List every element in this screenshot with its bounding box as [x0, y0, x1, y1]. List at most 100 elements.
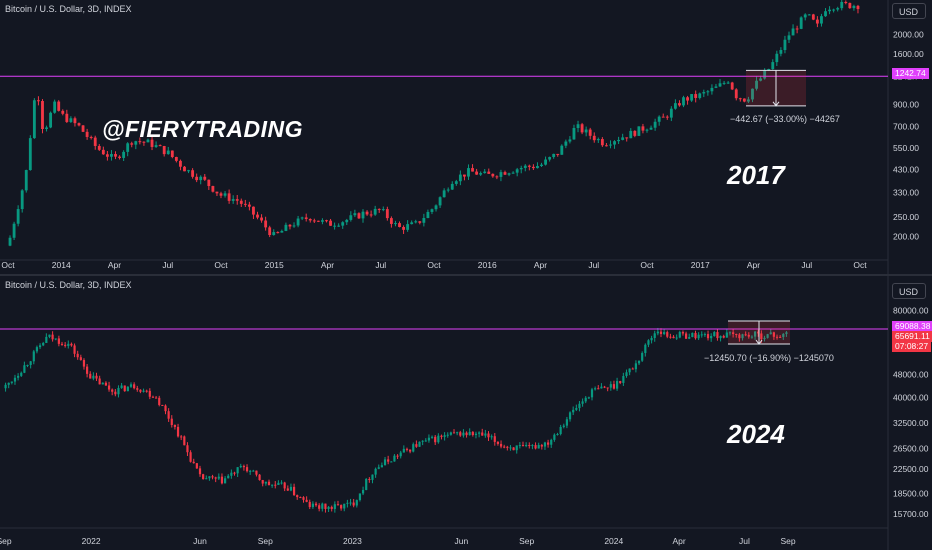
candle-body	[647, 340, 650, 345]
time-tick-label: Oct	[214, 260, 228, 270]
candle-body	[130, 143, 134, 145]
candle-body	[245, 467, 249, 472]
candle-body	[540, 164, 543, 166]
candle-body	[713, 332, 716, 337]
candle-body	[110, 154, 113, 157]
candle-body	[612, 384, 616, 389]
candle-body	[186, 445, 189, 453]
candle-body	[86, 366, 89, 374]
candle-body	[644, 344, 647, 354]
candle-body	[8, 237, 12, 246]
candle-body	[844, 1, 848, 4]
time-tick-label: Sep	[519, 536, 534, 546]
candle-body	[438, 197, 442, 206]
candle-body	[134, 141, 138, 145]
candle-body	[70, 343, 73, 346]
candle-body	[597, 388, 600, 390]
candle-body	[675, 337, 678, 339]
candle-body	[637, 126, 641, 136]
candle-body	[666, 332, 669, 337]
candle-body	[763, 337, 766, 340]
time-tick-label: Sep	[780, 536, 795, 546]
candle-body	[211, 186, 215, 192]
candle-body	[252, 206, 255, 215]
candle-body	[207, 179, 211, 187]
price-tag: 69088.38	[892, 321, 932, 332]
candle-body	[28, 138, 32, 171]
candle-body	[123, 385, 126, 392]
candle-body	[405, 448, 409, 450]
candle-body	[215, 191, 219, 194]
candle-body	[543, 442, 547, 447]
candle-body	[767, 68, 771, 71]
candle-body	[518, 445, 521, 447]
measure-arrow-head	[772, 101, 780, 107]
candle-body	[609, 144, 612, 146]
candle-body	[738, 98, 742, 100]
candle-body	[48, 334, 51, 337]
candlestick-chart-2024[interactable]: 80000.00 69088.38 48000.00 40000.00 32500.00…	[0, 276, 932, 550]
candle-body	[220, 476, 224, 484]
candle-body	[811, 14, 815, 20]
time-tick-label: Apr	[108, 260, 121, 270]
candle-body	[544, 159, 547, 165]
candle-body	[126, 143, 130, 152]
candle-body	[755, 80, 758, 89]
time-tick-label: Jul	[375, 260, 386, 270]
candle-body	[807, 14, 811, 16]
candle-body	[503, 446, 506, 448]
price-tick-label: 550.00	[893, 143, 919, 153]
candle-body	[198, 468, 202, 475]
price-tick-label: 15700.00	[893, 509, 929, 519]
price-tick-label: 330.00	[893, 188, 919, 198]
candle-body	[179, 160, 182, 167]
currency-button[interactable]: USD	[892, 283, 926, 299]
candle-body	[286, 488, 289, 491]
candle-body	[702, 92, 706, 94]
candle-body	[85, 131, 89, 137]
candle-body	[180, 436, 183, 438]
currency-button[interactable]: USD	[892, 3, 926, 19]
candle-body	[534, 445, 537, 449]
candle-body	[227, 193, 231, 201]
candle-body	[45, 336, 48, 343]
time-tick-label: Jul	[588, 260, 599, 270]
candle-body	[120, 385, 123, 388]
candle-body	[499, 172, 503, 177]
candlestick-chart-2017[interactable]: 2000.00 1600.00 1242.74 900.00 700.00 550.00 4…	[0, 0, 932, 274]
candle-body	[60, 343, 64, 345]
price-tick-label: 18500.00	[893, 489, 929, 499]
candle-body	[17, 375, 20, 378]
candle-body	[456, 432, 459, 434]
pane-divider[interactable]	[0, 274, 932, 276]
candle-body	[474, 433, 478, 435]
chart-pane-2024[interactable]: 80000.00 69088.38 48000.00 40000.00 32500.00…	[0, 276, 932, 550]
candle-body	[289, 486, 293, 491]
candle-body	[562, 425, 565, 427]
candle-body	[357, 213, 361, 219]
candle-body	[760, 333, 763, 340]
candle-body	[101, 382, 104, 385]
candle-body	[531, 445, 534, 447]
candle-body	[592, 135, 596, 141]
candle-body	[151, 396, 155, 398]
time-tick-label: Jun	[193, 536, 207, 546]
candle-body	[122, 151, 126, 158]
candle-body	[665, 116, 669, 118]
candle-body	[779, 336, 782, 338]
candle-body	[231, 199, 235, 201]
candle-body	[596, 139, 600, 141]
candle-body	[576, 124, 580, 129]
chart-pane-2017[interactable]: 2000.00 1600.00 1242.74 900.00 700.00 550.00 4…	[0, 0, 932, 274]
candle-body	[568, 412, 572, 420]
candle-body	[305, 499, 308, 502]
candle-body	[150, 139, 154, 147]
candle-body	[158, 397, 161, 405]
candle-body	[399, 452, 402, 457]
candle-body	[38, 345, 42, 348]
time-tick-label: 2017	[691, 260, 710, 270]
candle-body	[32, 351, 35, 362]
candle-body	[142, 141, 146, 143]
time-tick-label: Sep	[258, 536, 273, 546]
candle-body	[217, 476, 220, 479]
